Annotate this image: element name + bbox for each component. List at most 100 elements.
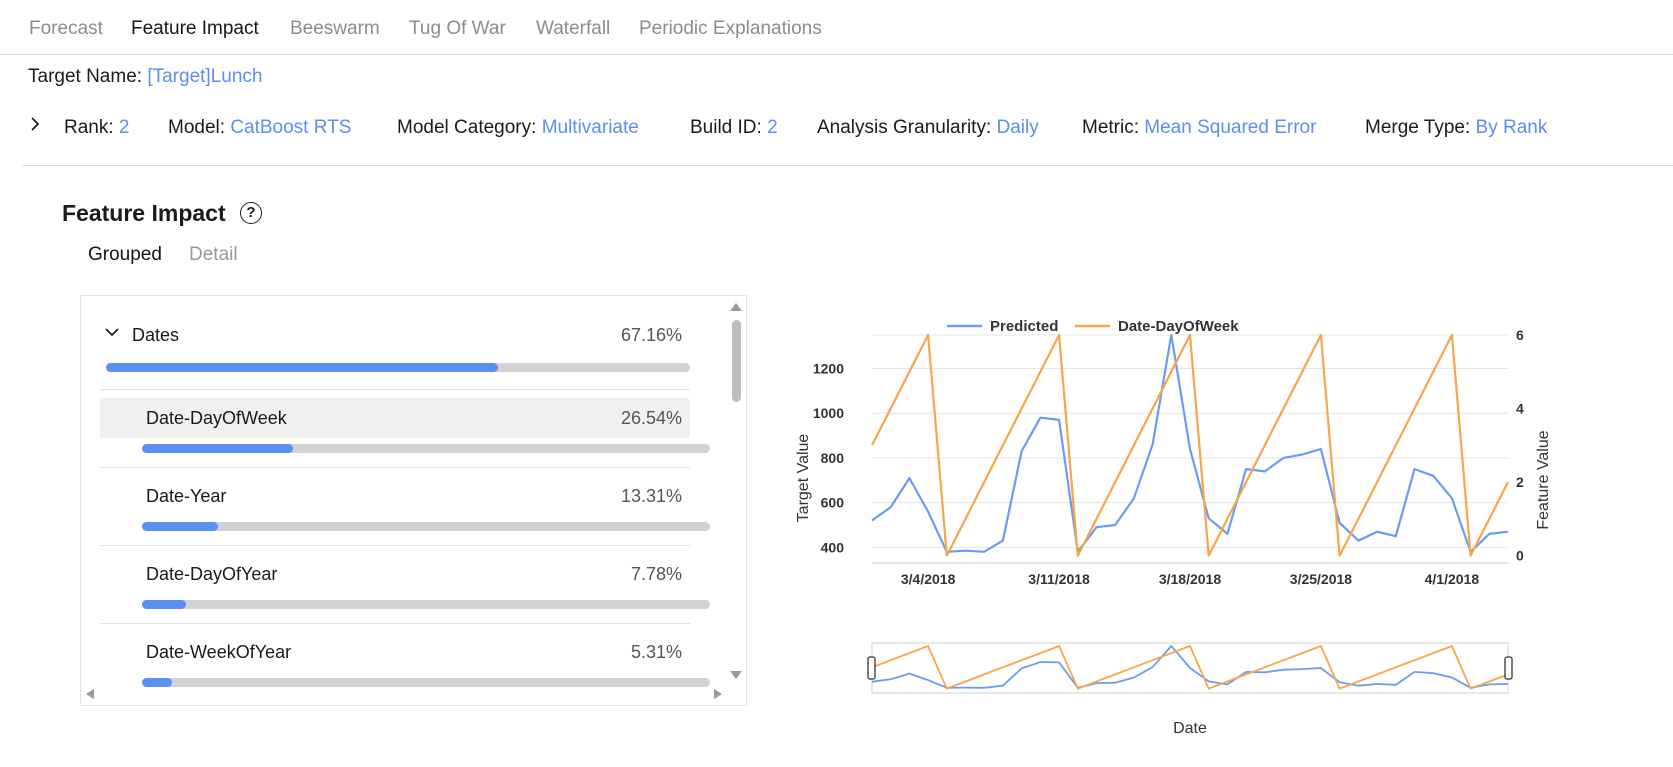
y-tick-label: 1200 — [813, 361, 844, 377]
list-item[interactable]: Date-WeekOfYear 5.31% — [100, 623, 710, 702]
navigator-series-predicted — [871, 644, 1509, 689]
group-name: Dates — [132, 325, 180, 345]
tab-forecast[interactable]: Forecast — [29, 18, 103, 39]
feature-chart: Predicted Date-DayOfWeek 400 600 800 1000 12… — [795, 318, 1552, 737]
chart-lines — [871, 333, 1509, 557]
chevron-down-icon[interactable] — [104, 324, 120, 340]
impact-fill — [142, 678, 173, 687]
meta-model-value: CatBoost RTS — [230, 117, 352, 138]
group-impact-bar — [106, 363, 690, 372]
meta-merge-value: By Rank — [1475, 117, 1548, 138]
meta-rank: Rank: 2 — [64, 117, 130, 139]
meta-build: Build ID: 2 — [690, 117, 778, 139]
list-item[interactable]: Date-DayOfYear 7.78% — [100, 545, 710, 624]
x-tick-label: 3/4/2018 — [901, 571, 956, 587]
meta-category: Model Category: Multivariate — [397, 117, 639, 139]
row-highlight — [100, 398, 690, 438]
meta-metric-label: Metric: — [1082, 117, 1139, 138]
meta-build-label: Build ID: — [690, 117, 762, 138]
tab-bar: Forecast Feature Impact Beeswarm Tug Of … — [0, 0, 1673, 55]
feature-pct: 5.31% — [630, 642, 682, 662]
meta-rank-label: Rank: — [64, 117, 114, 138]
impact-bar — [142, 600, 710, 609]
impact-fill — [142, 600, 187, 609]
meta-granularity: Analysis Granularity: Daily — [817, 117, 1039, 139]
y2-tick-label: 0 — [1516, 548, 1524, 564]
x-tick-label: 4/1/2018 — [1425, 571, 1480, 587]
y2-axis-label: Feature Value — [1535, 430, 1552, 529]
navigator-left-handle[interactable] — [867, 656, 876, 680]
subtab-detail[interactable]: Detail — [189, 244, 238, 265]
target-name: Target Name: [Target]Lunch — [28, 66, 262, 88]
feature-pct: 13.31% — [620, 486, 682, 506]
impact-bar — [142, 678, 710, 687]
question-circle-icon[interactable]: ? — [240, 202, 262, 224]
scroll-up-icon[interactable] — [729, 302, 743, 312]
meta-category-value: Multivariate — [541, 117, 639, 138]
feature-name: Date-DayOfYear — [146, 564, 278, 584]
list-item[interactable]: Date-Year 13.31% — [100, 467, 710, 546]
scroll-right-icon[interactable] — [713, 688, 723, 700]
navigator-lines — [871, 644, 1509, 690]
vertical-scroll-thumb[interactable] — [732, 320, 741, 402]
chart-legend: Predicted Date-DayOfWeek — [947, 318, 1239, 335]
impact-fill — [142, 522, 218, 531]
series-line-date-dayofweek[interactable] — [871, 333, 1509, 557]
impact-bar — [142, 444, 710, 453]
target-name-label: Target Name: — [28, 66, 143, 87]
tab-waterfall[interactable]: Waterfall — [536, 18, 611, 39]
y-tick-label: 800 — [821, 450, 845, 466]
tab-feature-impact[interactable]: Feature Impact — [131, 18, 259, 39]
x-tick-label: 3/11/2018 — [1028, 571, 1090, 587]
model-info-row: Rank: 2 Model: CatBoost RTS Model Catego… — [22, 107, 1673, 166]
group-dates[interactable]: Dates 67.16% — [100, 296, 690, 388]
subtab-grouped[interactable]: Grouped — [88, 244, 162, 265]
meta-metric: Metric: Mean Squared Error — [1082, 117, 1316, 139]
legend-feature-label[interactable]: Date-DayOfWeek — [1118, 318, 1239, 335]
tab-tug-of-war[interactable]: Tug Of War — [409, 18, 506, 39]
list-item[interactable]: Date-DayOfWeek 26.54% — [100, 389, 710, 468]
scroll-left-icon[interactable] — [85, 688, 95, 700]
navigator-right-handle[interactable] — [1504, 656, 1513, 680]
feature-impact-list: Dates 67.16% Date-DayOfWeek 26.54% Date-… — [80, 295, 747, 706]
meta-build-value: 2 — [767, 117, 778, 138]
impact-bar — [142, 522, 710, 531]
meta-granularity-value: Daily — [996, 117, 1039, 138]
group-impact-fill — [106, 363, 499, 372]
series-line-predicted[interactable] — [871, 333, 1509, 553]
chart-ticks: 400 600 800 1000 1200 0 2 4 6 3/4/2018 3/11/2018 3/… — [813, 327, 1524, 587]
feature-pct: 26.54% — [620, 408, 682, 428]
y-tick-label: 1000 — [813, 405, 844, 421]
tab-periodic-explanations[interactable]: Periodic Explanations — [639, 18, 822, 39]
horizontal-scrollbar[interactable] — [81, 683, 728, 705]
y2-tick-label: 6 — [1516, 327, 1524, 343]
x-tick-label: 3/18/2018 — [1159, 571, 1221, 587]
meta-metric-value: Mean Squared Error — [1144, 117, 1317, 138]
feature-name: Date-Year — [146, 486, 227, 506]
scroll-down-icon[interactable] — [729, 670, 743, 680]
navigator-series-date-dayofweek — [871, 644, 1509, 690]
x-axis-label: Date — [1173, 720, 1207, 737]
legend-predicted-label[interactable]: Predicted — [990, 318, 1058, 335]
meta-category-label: Model Category: — [397, 117, 537, 138]
vertical-scrollbar[interactable] — [726, 296, 746, 681]
y-tick-label: 400 — [821, 539, 845, 555]
y2-tick-label: 2 — [1516, 474, 1524, 490]
chevron-right-icon[interactable] — [26, 115, 44, 133]
y-tick-label: 600 — [821, 495, 845, 511]
x-tick-label: 3/25/2018 — [1290, 571, 1352, 587]
meta-model: Model: CatBoost RTS — [168, 117, 351, 139]
range-navigator[interactable] — [867, 642, 1513, 694]
feature-name: Date-DayOfWeek — [146, 408, 287, 428]
impact-fill — [142, 444, 293, 453]
tab-beeswarm[interactable]: Beeswarm — [290, 18, 380, 39]
meta-model-label: Model: — [168, 117, 226, 138]
group-pct: 67.16% — [620, 325, 682, 345]
meta-merge-label: Merge Type: — [1365, 117, 1471, 138]
meta-granularity-label: Analysis Granularity: — [817, 117, 992, 138]
section-title: Feature Impact — [62, 200, 226, 226]
feature-pct: 7.78% — [630, 564, 682, 584]
meta-merge: Merge Type: By Rank — [1365, 117, 1547, 139]
feature-name: Date-WeekOfYear — [146, 642, 292, 662]
target-name-value[interactable]: [Target]Lunch — [147, 66, 263, 87]
